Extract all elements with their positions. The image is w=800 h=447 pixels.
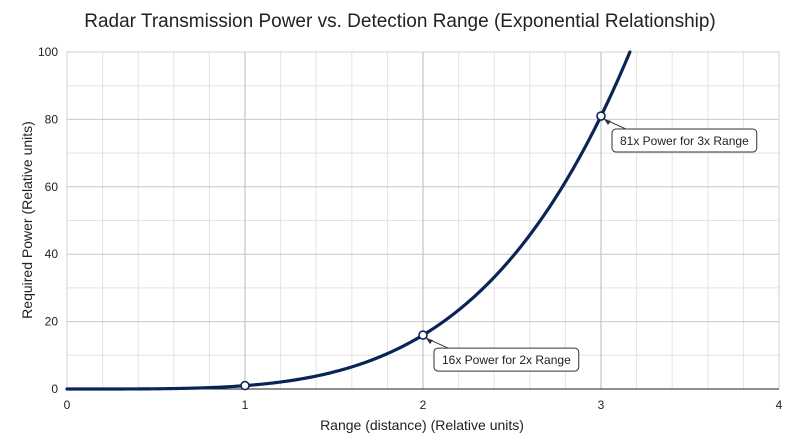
y-tick-label: 40 <box>45 247 59 261</box>
annotation: 81x Power for 3x Range <box>603 118 758 153</box>
x-tick-label: 2 <box>420 398 427 412</box>
x-tick-label: 0 <box>64 398 71 412</box>
y-tick-label: 0 <box>51 382 58 396</box>
annotation: 16x Power for 2x Range <box>425 337 580 372</box>
x-axis-ticks: 0 1 2 3 4 <box>64 398 783 412</box>
x-tick-label: 3 <box>598 398 605 412</box>
y-axis-label: Required Power (Relative units) <box>19 121 35 319</box>
data-point <box>596 111 606 121</box>
data-point <box>418 330 428 340</box>
y-axis-ticks: 0 20 40 60 80 100 <box>38 45 58 396</box>
x-tick-label: 4 <box>776 398 783 412</box>
y-tick-label: 80 <box>45 112 59 126</box>
x-tick-label: 1 <box>242 398 249 412</box>
annotations: 16x Power for 2x Range 81x Power for 3x R… <box>425 118 758 372</box>
y-tick-label: 20 <box>45 315 59 329</box>
annotation-text: 81x Power for 3x Range <box>620 134 749 148</box>
annotation-box <box>611 128 758 153</box>
y-tick-label: 100 <box>38 45 58 59</box>
annotation-text: 16x Power for 2x Range <box>442 353 571 367</box>
annotation-arrowhead <box>604 119 611 126</box>
annotation-arrowhead <box>426 338 433 345</box>
data-point <box>240 380 250 391</box>
y-tick-label: 60 <box>45 180 59 194</box>
annotation-box <box>433 347 580 372</box>
data-markers <box>240 111 606 391</box>
x-axis-label: Range (distance) (Relative units) <box>320 417 524 433</box>
series-line <box>65 50 632 391</box>
chart-title: Radar Transmission Power vs. Detection R… <box>84 11 716 32</box>
